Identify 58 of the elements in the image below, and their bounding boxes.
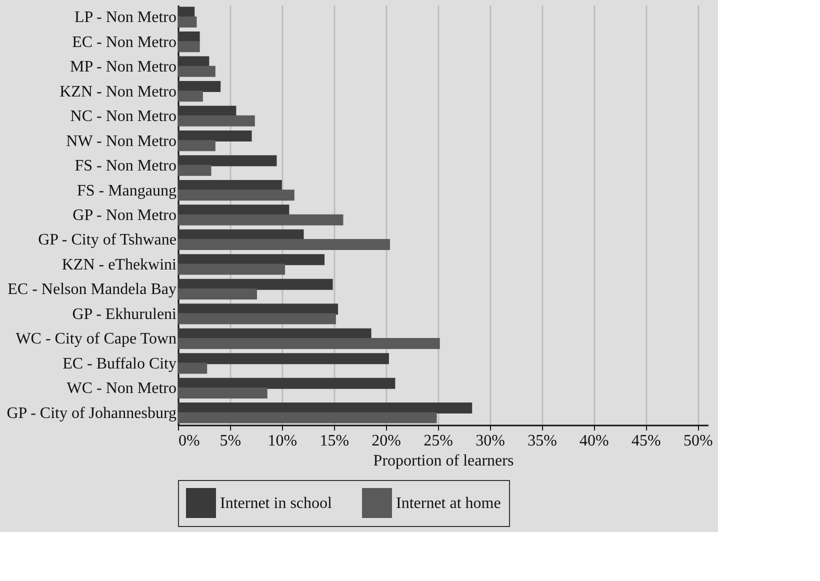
y-tick-label: NW - Non Metro [66,132,176,150]
x-tick-label: 0% [178,432,200,450]
x-tick-label: 20% [372,432,402,450]
x-tick-label: 35% [528,432,557,450]
y-tick-label: GP - City of Tshwane [38,232,176,249]
x-tick-label: 45% [631,432,661,450]
bar [178,288,257,300]
x-tick-label: 50% [683,432,713,450]
bar [178,155,277,166]
bar [178,362,208,374]
bar [178,115,255,126]
bar [178,81,221,92]
x-tick-label: 10% [268,432,298,450]
bar [178,264,286,275]
bar [178,353,389,364]
y-tick-label: GP - Ekhuruleni [72,306,178,323]
bar [178,41,200,52]
bar [178,90,203,102]
x-tick-label: 5% [220,432,242,450]
bar [178,204,290,216]
x-tick-label: 15% [320,432,350,450]
y-tick-label: NC - Non Metro [70,108,176,126]
y-tick-label: EC - Non Metro [72,34,176,51]
y-tick-label: FS - Mangaung [76,182,176,200]
bar [178,412,437,424]
y-tick-label: MP - Non Metro [70,58,176,76]
bar [178,106,236,117]
bar [178,313,336,324]
bar [178,16,197,28]
y-tick-label: FS - Non Metro [74,158,176,175]
y-tick-label: KZN - eThekwini [62,256,178,274]
bar [178,254,325,266]
y-tick-label: GP - City of Johannesburg [6,404,176,422]
y-tick-label: EC - Nelson Mandela Bay [8,281,176,298]
y-tick-label: EC - Buffalo City [62,355,176,372]
y-tick-label: LP - Non Metro [74,9,176,26]
x-tick-label: 30% [476,432,505,450]
y-tick-label: WC - City of Cape Town [16,330,176,348]
y-tick-label: KZN - Non Metro [60,83,176,100]
bar [178,304,338,315]
y-tick-label: WC - Non Metro [66,380,176,398]
x-tick-label: 40% [580,432,609,450]
bar [178,387,268,398]
legend-label: Internet in school [220,495,333,512]
bar [178,214,344,226]
bar [178,140,216,152]
bar [178,66,216,77]
x-axis-title: Proportion of learners [373,452,514,470]
x-tick-label: 25% [424,432,453,450]
bar [178,130,252,142]
bar [178,239,390,250]
bar [178,338,440,349]
bar [178,164,212,176]
legend-label: Internet at home [396,495,501,512]
bar [178,190,294,201]
bar [178,278,333,290]
y-tick-label: GP - Non Metro [72,207,176,224]
bar [178,378,396,389]
